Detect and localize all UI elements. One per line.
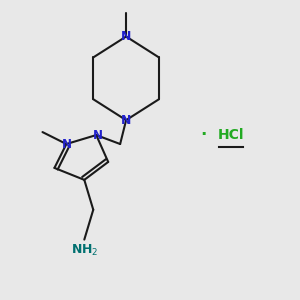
Text: HCl: HCl <box>218 128 244 142</box>
Text: N: N <box>121 114 131 127</box>
Text: ·: · <box>201 126 207 144</box>
Text: N: N <box>93 129 103 142</box>
Text: N: N <box>61 137 71 151</box>
Text: NH$_2$: NH$_2$ <box>71 243 98 258</box>
Text: N: N <box>121 30 131 43</box>
